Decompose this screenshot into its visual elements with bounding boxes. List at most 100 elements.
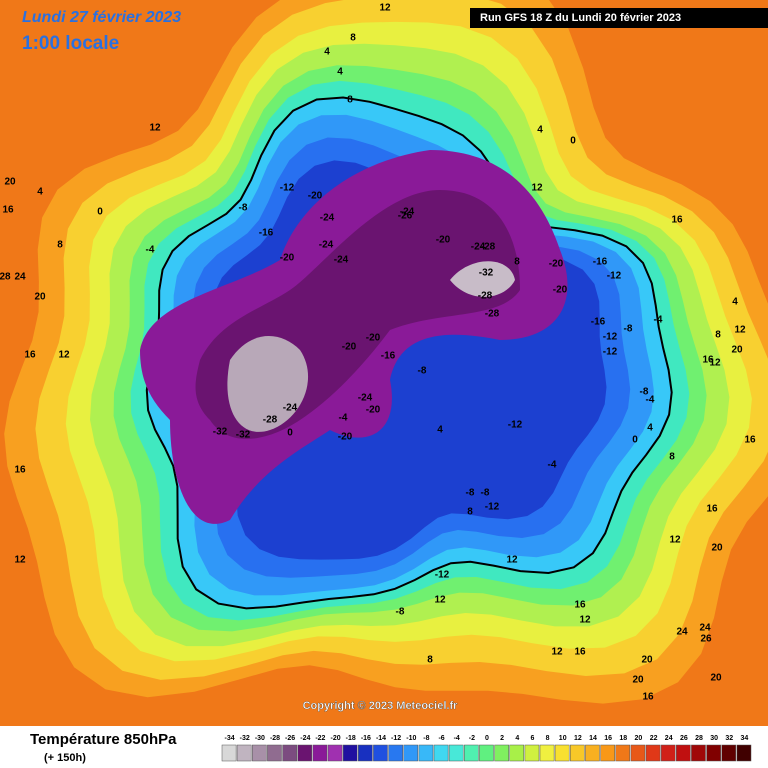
contour-label: -28 (485, 309, 500, 320)
contour-label: -12 (435, 570, 450, 581)
run-banner (470, 8, 768, 28)
contour-label: -12 (280, 183, 295, 194)
contour-label: -24 (319, 240, 334, 251)
legend-label: 24 (665, 735, 673, 742)
run-info: Run GFS 18 Z du Lundi 20 février 2023 (480, 12, 681, 24)
contour-label: 12 (579, 615, 591, 626)
contour-label: 0 (570, 136, 576, 147)
contour-label: -8 (640, 387, 649, 398)
legend-label: -26 (285, 735, 295, 742)
legend-label: 22 (650, 735, 658, 742)
contour-label: 12 (506, 555, 518, 566)
contour-label: 16 (574, 647, 586, 658)
legend-swatch (388, 744, 403, 762)
contour-label: -24 (471, 242, 486, 253)
legend-swatch (433, 744, 449, 762)
cold-core-extreme (450, 261, 515, 297)
legend-label: 30 (710, 735, 718, 742)
cold-core-extreme (227, 336, 309, 432)
contour-label: -24 (283, 403, 298, 414)
contour-label: -28 (478, 291, 493, 302)
legend-label: -12 (391, 735, 401, 742)
contour-label: 20 (632, 675, 644, 686)
contour-label: 12 (709, 358, 721, 369)
legend-swatch (403, 744, 419, 762)
legend-label: 10 (559, 735, 567, 742)
contour-label: 16 (574, 600, 586, 611)
contour-label: 16 (702, 355, 714, 366)
legend-swatch (282, 744, 297, 762)
legend-swatch (342, 744, 358, 762)
contour-label: 20 (4, 177, 16, 188)
contour-label: -20 (342, 342, 357, 353)
contour-label: 16 (14, 465, 26, 476)
legend-swatch (221, 744, 237, 762)
contour-label: 16 (642, 692, 654, 703)
contour-label: 8 (514, 257, 520, 268)
legend-swatch (615, 744, 631, 762)
legend-swatch (691, 744, 706, 762)
contour-label: -12 (603, 332, 618, 343)
legend-swatch (539, 744, 555, 762)
contour-label: -16 (259, 228, 274, 239)
copyright: Copyright © 2023 Meteociel.fr (303, 700, 459, 712)
legend-label: -20 (331, 735, 341, 742)
legend-label: -22 (315, 735, 325, 742)
contour-label: 12 (551, 647, 563, 658)
legend-label: 6 (530, 735, 534, 742)
contour-label: -20 (366, 405, 381, 416)
legend-swatch (721, 744, 737, 762)
legend-label: 32 (725, 735, 733, 742)
legend-swatch (327, 744, 343, 762)
contour-label: -20 (308, 191, 323, 202)
contour-label: 0 (632, 435, 638, 446)
contour-label: -32 (213, 427, 228, 438)
legend-swatch (509, 744, 525, 762)
color-scale: -34 -32 -30 -28 -26 -24 -22 -20 -18 -16 -14 -12 -10-… (221, 735, 752, 762)
forecast-date: Lundi 27 février 2023 (22, 9, 181, 26)
contour-label: -20 (549, 259, 564, 270)
contour-label: 16 (706, 504, 718, 515)
contour-label: -8 (466, 488, 475, 499)
contour-label: 20 (731, 345, 743, 356)
legend-swatch (706, 744, 721, 762)
legend-label: -16 (361, 735, 371, 742)
contour-label: 24 (699, 623, 711, 634)
contour-label: 8 (350, 33, 356, 44)
legend-label: 28 (695, 735, 703, 742)
legend-swatch (464, 744, 479, 762)
contour-label: -4 (146, 245, 155, 256)
contour-label: 8 (669, 452, 675, 463)
legend-swatch (373, 744, 388, 762)
legend-label: 12 (574, 735, 582, 742)
legend-label: -2 (469, 735, 475, 742)
legend-label: -4 (454, 735, 460, 742)
contour-label: -24 (400, 207, 415, 218)
contour-label: 24 (14, 272, 26, 283)
contour-label: -24 (334, 255, 349, 266)
contour-label: -12 (508, 420, 523, 431)
contour-label: 8 (715, 330, 721, 341)
contour-label: -4 (654, 315, 663, 326)
legend-label: -14 (376, 735, 386, 742)
legend-label: 34 (741, 735, 749, 742)
contour-label: 28 (0, 272, 11, 283)
contour-label: 4 (537, 125, 543, 136)
legend-swatch (600, 744, 615, 762)
contour-label: 12 (14, 555, 26, 566)
legend-label: -24 (300, 735, 310, 742)
contour-label: -20 (553, 285, 568, 296)
legend-label: 4 (515, 735, 519, 742)
contour-label: -12 (485, 502, 500, 513)
contour-label: 4 (37, 187, 43, 198)
contour-label: -24 (358, 393, 373, 404)
contour-label: 12 (434, 595, 446, 606)
legend-label: -18 (346, 735, 356, 742)
legend-title: Température 850hPa (30, 731, 177, 748)
contour-label: 12 (58, 350, 70, 361)
contour-label: -4 (548, 460, 557, 471)
legend-label: 26 (680, 735, 688, 742)
contour-label: 12 (734, 325, 746, 336)
